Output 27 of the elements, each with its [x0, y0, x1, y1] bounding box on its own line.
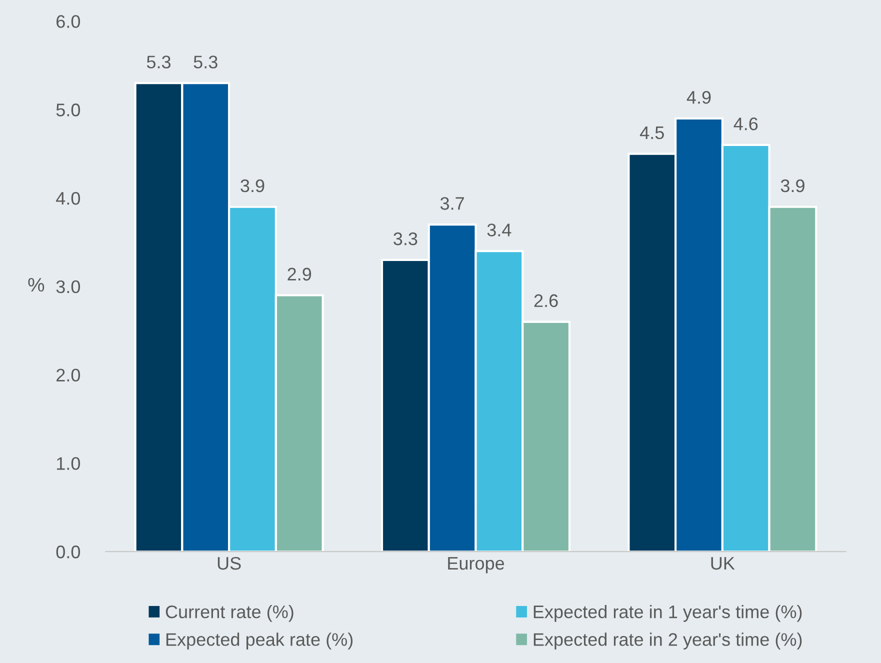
data-label: 3.4: [487, 224, 512, 236]
legend-label: Current rate (%): [166, 604, 294, 622]
x-tick-label: Europe: [448, 557, 504, 574]
data-label: 4.6: [734, 118, 758, 130]
data-label: 5.3: [146, 56, 171, 68]
y-tick-label: 0.0: [56, 546, 80, 558]
legend-label: Expected rate in 1 year's time (%): [534, 604, 802, 622]
data-label: 3.9: [780, 179, 804, 192]
data-label: 3.7: [440, 197, 464, 210]
data-label: 2.9: [288, 268, 312, 281]
legend-label: Expected peak rate (%): [166, 632, 353, 650]
data-label: 5.3: [194, 56, 218, 68]
data-label: 3.3: [394, 232, 418, 246]
legend-label: Expected rate in 2 year's time (%): [534, 632, 802, 650]
y-tick-label: 5.0: [56, 104, 80, 116]
x-tick-label: UK: [711, 557, 735, 570]
data-label: 3.9: [240, 179, 264, 192]
y-tick-label: 3.0: [56, 280, 80, 294]
x-tick-label: US: [218, 556, 241, 570]
y-tick-label: 1.0: [57, 457, 80, 470]
y-tick-label: 4.0: [56, 192, 80, 205]
data-label: 4.9: [686, 90, 711, 104]
data-label: 4.5: [640, 126, 664, 140]
y-axis-title: %: [28, 278, 44, 292]
y-tick-label: 2.0: [56, 368, 80, 382]
y-tick-label: 6.0: [56, 15, 80, 28]
data-label: 2.6: [534, 294, 558, 308]
